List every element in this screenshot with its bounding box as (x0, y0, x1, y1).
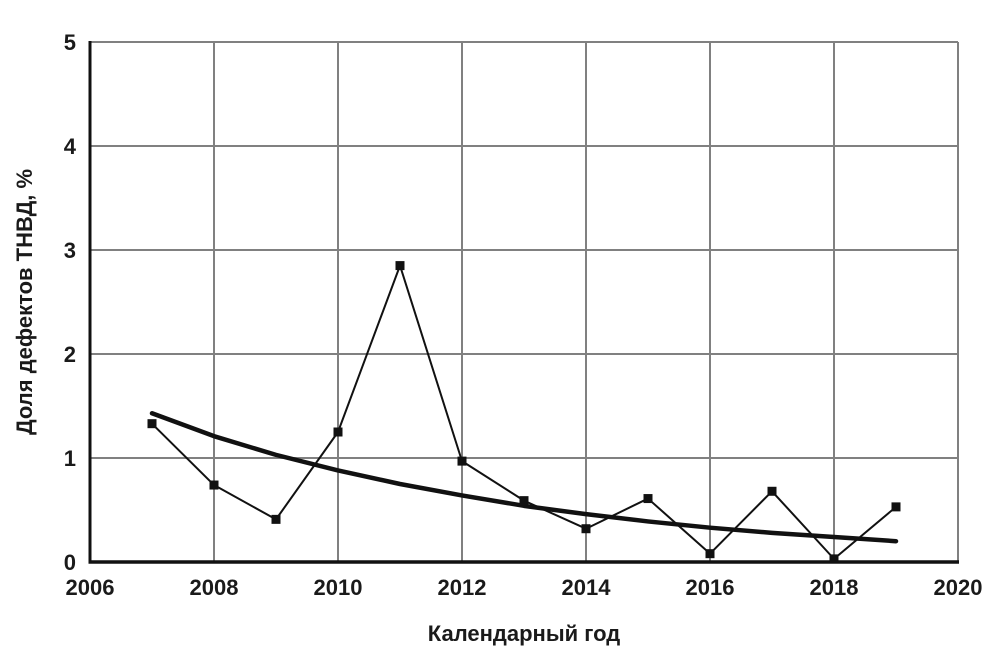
y-tick-label: 1 (64, 446, 76, 471)
y-tick-label: 2 (64, 342, 76, 367)
data-point-marker (829, 554, 839, 564)
y-tick-label: 4 (64, 134, 77, 159)
data-point-marker (519, 496, 529, 506)
data-point-marker (891, 502, 901, 512)
data-point-marker (457, 456, 467, 466)
data-point-marker (767, 486, 777, 496)
data-point-marker (333, 427, 343, 437)
y-tick-label: 3 (64, 238, 76, 263)
series-line-trend (149, 411, 899, 544)
data-point-marker (271, 514, 281, 524)
x-tick-label: 2006 (66, 575, 115, 600)
y-tick-label: 0 (64, 550, 76, 575)
data-point-marker (643, 494, 653, 504)
x-tick-label: 2010 (314, 575, 363, 600)
x-tick-label: 2014 (562, 575, 612, 600)
series-line-defect-share (151, 264, 897, 560)
y-axis-title: Доля дефектов ТНВД, % (12, 168, 37, 436)
x-tick-label: 2008 (190, 575, 239, 600)
x-tick-label: 2018 (810, 575, 859, 600)
data-point-marker (705, 549, 715, 559)
data-point-marker (581, 524, 591, 534)
x-tick-label: 2012 (438, 575, 487, 600)
x-axis-title: Календарный год (427, 621, 621, 646)
data-point-marker (209, 480, 219, 490)
data-point-marker (147, 419, 157, 429)
data-point-marker (395, 261, 405, 271)
x-tick-label: 2020 (934, 575, 983, 600)
x-tick-label: 2016 (686, 575, 735, 600)
y-tick-label: 5 (64, 30, 76, 55)
